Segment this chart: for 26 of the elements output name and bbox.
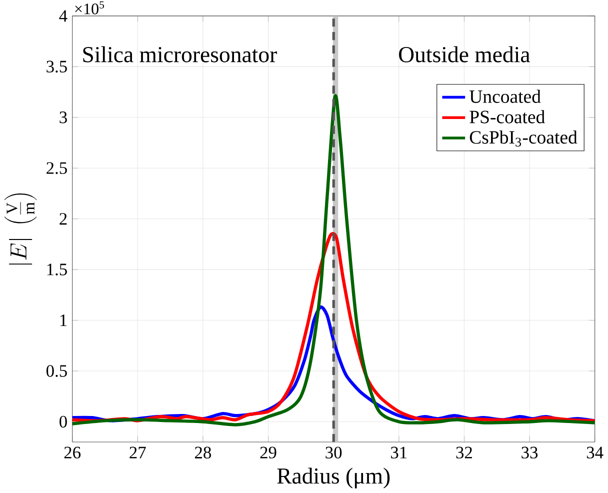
x-tick-label: 31 [391,446,407,459]
y-tick-label: 2.5 [46,162,67,174]
x-tick-label: 34 [586,446,604,459]
y-tick-label: 2 [60,213,67,225]
y-axis-title: $|E|\;\left(\frac{\mathrm{V}}{\mathrm{m}}\right)$ [4,194,37,265]
x-tick-label: 28 [195,446,211,459]
x-tick-label: 26 [64,446,81,459]
legend-label: Uncoated [470,90,541,104]
x-tick-label: 30 [326,446,342,459]
y-tick-label: 4 [59,10,68,22]
text: ×10$^{5}$ [75,1,104,14]
x-tick-label: 33 [522,446,538,459]
annotation: Outside media [399,46,530,62]
legend-label: PS-coated [470,110,545,124]
y-tick-label: 1 [60,314,67,326]
legend-label: CsPbI$_{3}$-coated [470,130,578,147]
y-tick-label: 1.5 [47,264,67,276]
x-tick-label: 29 [260,446,276,459]
y-tick-label: 0.5 [46,365,67,377]
annotation: Silica microresonator [83,46,277,62]
x-axis-title: Radius (μm) [277,468,390,488]
y-tick-label: 3.5 [46,60,67,73]
y-tick-label: 0 [60,416,67,428]
x-tick-label: 27 [130,446,146,458]
x-tick-label: 32 [456,446,472,459]
y-tick-label: 3 [60,112,67,124]
